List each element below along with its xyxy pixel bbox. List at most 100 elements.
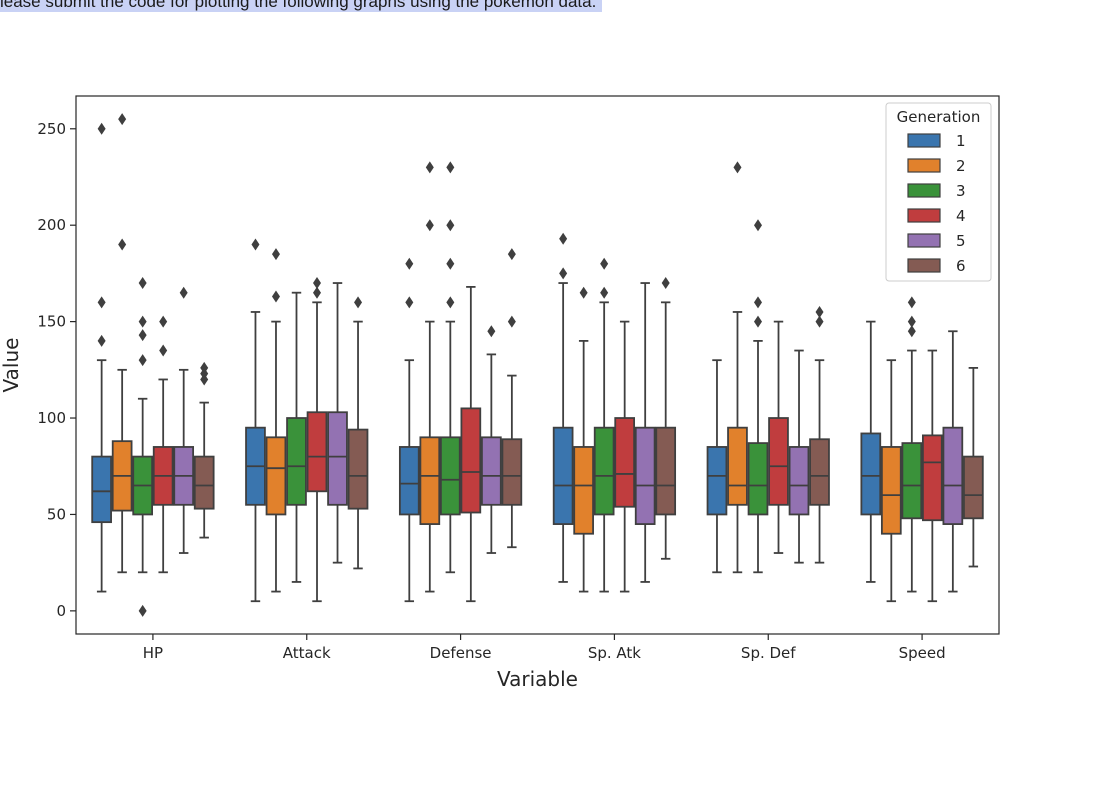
outlier-point <box>661 277 670 290</box>
box-sp-atk-gen-2 <box>573 286 594 593</box>
outlier-point <box>271 248 280 261</box>
box-iqr <box>768 417 789 506</box>
box-iqr <box>552 426 574 525</box>
legend-label: 5 <box>956 232 966 250</box>
box-iqr <box>91 455 112 524</box>
box-attack-gen-6 <box>347 296 369 570</box>
outlier-point <box>313 277 322 290</box>
x-axis: HP Attack Defense Sp. Atk Sp. Def Speed <box>143 634 946 662</box>
outlier-point <box>405 296 414 309</box>
outlier-point <box>446 296 455 309</box>
box-attack-gen-4 <box>306 277 328 603</box>
y-axis: 0 50 100 150 200 250 <box>37 120 76 620</box>
box-iqr <box>593 426 615 516</box>
outlier-point <box>907 325 916 338</box>
box-iqr <box>286 417 307 506</box>
series-6 <box>193 248 984 570</box>
box-iqr <box>460 407 482 514</box>
outlier-point <box>159 315 168 328</box>
outlier-point <box>753 219 762 232</box>
box-iqr <box>327 411 348 506</box>
legend: Generation 1 2 3 4 5 6 <box>885 102 992 282</box>
box-sp-atk-gen-1 <box>552 232 574 583</box>
x-tick-label: Sp. Def <box>741 644 796 662</box>
outlier-point <box>251 238 260 251</box>
legend-label: 6 <box>956 257 966 275</box>
legend-item-gen-2: 2 <box>907 157 966 175</box>
box-iqr <box>942 426 964 525</box>
outlier-point <box>753 315 762 328</box>
box-hp-gen-5 <box>173 286 195 554</box>
x-tick-label: Attack <box>283 644 331 662</box>
box-sp-atk-gen-5 <box>634 282 656 583</box>
outlier-point <box>118 113 127 126</box>
document-header-text: lease submit the code for plotting the f… <box>0 0 603 12</box>
outlier-point <box>600 257 609 270</box>
box-defense-gen-5 <box>481 325 502 554</box>
box-iqr <box>880 446 902 535</box>
outlier-point <box>97 296 106 309</box>
box-defense-gen-6 <box>501 248 523 549</box>
outlier-point <box>733 161 742 174</box>
box-defense-gen-1 <box>398 257 420 603</box>
outlier-point <box>118 238 127 251</box>
outlier-point <box>600 286 609 299</box>
y-tick-label: 250 <box>37 120 66 138</box>
legend-swatch <box>907 133 941 148</box>
outlier-point <box>907 315 916 328</box>
box-speed-gen-4 <box>922 349 943 603</box>
box-sp-def-gen-2 <box>727 161 748 574</box>
outlier-point <box>446 161 455 174</box>
y-axis-title: Value <box>0 338 23 393</box>
box-iqr <box>306 411 328 493</box>
outlier-point <box>815 315 824 328</box>
box-iqr <box>963 455 984 520</box>
outlier-point <box>138 354 147 367</box>
outlier-point <box>159 344 168 357</box>
legend-label: 2 <box>956 157 966 175</box>
box-sp-def-gen-5 <box>788 349 810 564</box>
outlier-point <box>425 161 434 174</box>
legend-item-gen-3: 3 <box>907 182 966 200</box>
box-defense-gen-4 <box>460 286 482 603</box>
box-iqr <box>655 426 677 516</box>
box-iqr <box>439 436 461 516</box>
y-tick-label: 0 <box>56 602 66 620</box>
outlier-point <box>559 267 568 280</box>
outlier-point <box>559 232 568 245</box>
legend-swatch <box>907 233 941 248</box>
legend-swatch <box>907 208 941 223</box>
plot-frame <box>75 95 1000 635</box>
outlier-point <box>179 286 188 299</box>
plot-content <box>91 113 984 617</box>
legend-title: Generation <box>897 108 981 126</box>
y-tick-label: 150 <box>37 313 66 331</box>
box-hp-gen-1 <box>91 122 112 593</box>
box-attack-gen-2 <box>265 248 287 593</box>
legend-item-gen-1: 1 <box>907 132 966 150</box>
y-tick-label: 50 <box>47 505 66 523</box>
box-sp-def-gen-3 <box>747 219 769 574</box>
box-iqr <box>634 426 656 525</box>
box-iqr <box>398 446 420 516</box>
box-iqr <box>193 455 215 510</box>
outlier-point <box>200 361 209 374</box>
outlier-point <box>507 248 516 261</box>
box-hp-gen-3 <box>132 277 153 617</box>
y-tick-label: 200 <box>37 216 66 234</box>
legend-swatch <box>907 183 941 198</box>
outlier-point <box>138 277 147 290</box>
box-attack-gen-1 <box>245 238 266 603</box>
box-speed-gen-3 <box>901 296 923 593</box>
series-5 <box>173 282 964 593</box>
outlier-point <box>446 257 455 270</box>
box-speed-gen-1 <box>860 320 882 583</box>
box-hp-gen-2 <box>111 113 133 574</box>
outlier-point <box>354 296 363 309</box>
outlier-point <box>313 286 322 299</box>
series-2 <box>111 113 902 603</box>
box-attack-gen-5 <box>327 282 348 564</box>
outlier-point <box>405 257 414 270</box>
x-tick-label: Speed <box>899 644 946 662</box>
